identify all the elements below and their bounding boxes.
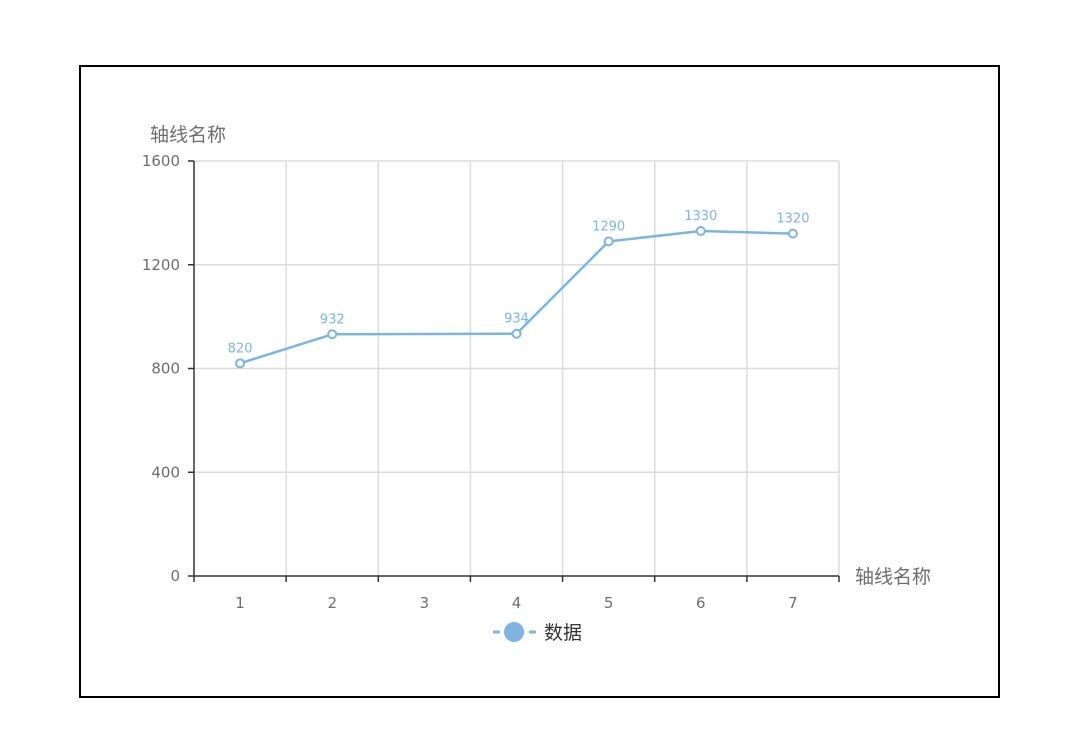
y-tick-label: 1200 [142, 256, 180, 274]
y-axis-title: 轴线名称 [150, 124, 226, 146]
chart-frame [79, 65, 1000, 698]
data-point [235, 358, 246, 369]
series-line [239, 229, 793, 365]
x-tick-label: 6 [696, 594, 706, 612]
data-label: 1320 [776, 212, 809, 227]
series-line-group: 820 932 934 1290 1330 1320 [228, 209, 809, 369]
legend-marker-icon [504, 622, 524, 642]
data-label: 1290 [592, 219, 625, 234]
data-point [511, 328, 522, 339]
legend[interactable]: 数据 [493, 622, 582, 644]
y-tick-label: 400 [151, 463, 180, 481]
x-tick-label: 5 [604, 594, 614, 612]
y-tick-label: 1600 [142, 152, 180, 170]
data-label: 934 [504, 312, 529, 327]
x-tick-label: 3 [420, 594, 430, 612]
data-label: 932 [320, 312, 345, 327]
data-label: 1330 [684, 209, 717, 224]
y-tick-label: 800 [151, 360, 180, 378]
axes: 轴线名称 轴线名称 0 400 800 1200 1600 1 2 3 4 5 6 7 [142, 124, 931, 612]
x-tick-label: 1 [235, 594, 245, 612]
x-tick-label: 4 [512, 594, 522, 612]
data-point [695, 226, 706, 237]
data-point [787, 228, 798, 239]
grid-lines [194, 160, 840, 576]
x-tick-label: 2 [327, 594, 337, 612]
y-tick-label: 0 [170, 567, 180, 585]
data-label: 820 [228, 341, 253, 356]
x-axis-title: 轴线名称 [855, 566, 931, 588]
legend-series-name: 数据 [544, 622, 582, 644]
data-point [327, 329, 338, 340]
x-tick-label: 7 [788, 594, 798, 612]
data-point [603, 236, 614, 247]
